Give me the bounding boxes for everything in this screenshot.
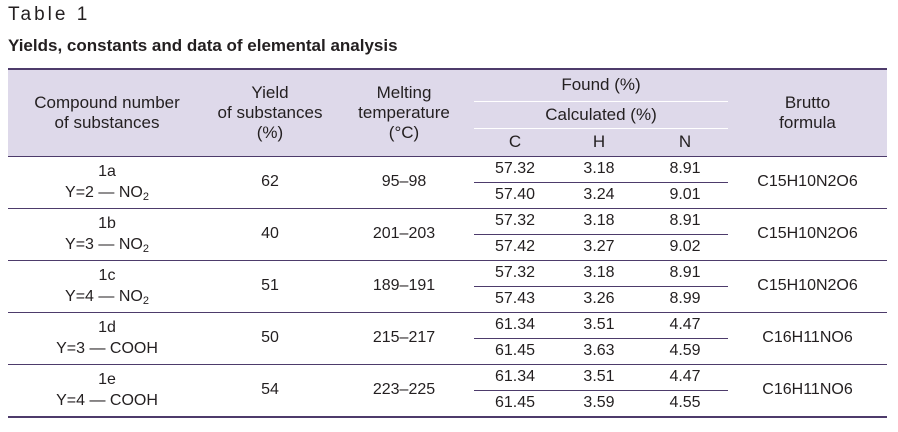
found-c-cell: 57.32: [474, 259, 556, 286]
table-container: Compound number of substances Yield of sub…: [8, 68, 888, 418]
calculated-n-cell: 4.55: [642, 389, 729, 418]
formula-cell: C15H10N2O6: [728, 207, 888, 260]
header-yield: Yield of substances (%): [206, 68, 334, 156]
header-calculated: Calculated (%): [474, 101, 729, 129]
found-c-cell: 57.32: [474, 207, 556, 234]
table-row: 57.40 3.24 9.01: [8, 181, 887, 208]
formula-cell: C16H11NO6: [728, 311, 888, 364]
found-n-cell: 8.91: [642, 207, 729, 234]
calculated-h-cell: 3.26: [556, 285, 642, 312]
table-row: 57.42 3.27 9.02: [8, 233, 887, 260]
compound-cell: 1d Y=3 — COOH: [8, 311, 206, 364]
table-title: Yields, constants and data of elemental …: [8, 36, 398, 55]
calculated-h-cell: 3.27: [556, 233, 642, 260]
found-n-cell: 8.91: [642, 259, 729, 286]
table-label: Table 1: [8, 4, 91, 25]
calculated-n-cell: 9.01: [642, 181, 729, 208]
found-h-cell: 3.18: [556, 155, 642, 182]
compound-number: 1e: [98, 371, 116, 388]
calculated-h-cell: 3.59: [556, 389, 642, 418]
found-c-cell: 57.32: [474, 155, 556, 182]
table-row: 61.45 3.59 4.55: [8, 389, 887, 418]
formula-cell: C15H10N2O6: [728, 155, 888, 208]
calculated-c-cell: 61.45: [474, 389, 556, 418]
found-n-cell: 4.47: [642, 363, 729, 390]
compound-number: 1d: [98, 319, 116, 336]
compound-cell: 1a Y=2 — NO2: [8, 155, 206, 208]
table-row: 1e Y=4 — COOH 54 223–225 61.34 3.51 4.47 C16H11…: [8, 363, 888, 418]
table-body: 1a Y=2 — NO2 62 95–98 57.32 3.18 8.91 C15H10N2O…: [8, 155, 888, 418]
table-header: Compound number of substances Yield of sub…: [8, 68, 888, 156]
found-h-cell: 3.18: [556, 259, 642, 286]
formula-cell: C16H11NO6: [728, 363, 888, 418]
found-n-cell: 8.91: [642, 155, 729, 182]
yield-cell: 54: [206, 363, 334, 418]
calculated-n-cell: 9.02: [642, 233, 729, 260]
calculated-n-cell: 8.99: [642, 285, 729, 312]
table-row: 1c Y=4 — NO2 51 189–191 57.32 3.18 8.91 C15H10N…: [8, 259, 888, 312]
header-c: C: [474, 128, 556, 156]
data-table: Compound number of substances Yield of sub…: [8, 68, 888, 418]
melting-cell: 189–191: [334, 259, 474, 312]
found-h-cell: 3.51: [556, 311, 642, 338]
header-n: N: [642, 128, 729, 156]
header-compound: Compound number of substances: [8, 68, 206, 156]
compound-substituent: Y=4 — COOH: [56, 392, 158, 409]
header-melting: Melting temperature (°C): [334, 68, 474, 156]
table-row: 1d Y=3 — COOH 50 215–217 61.34 3.51 4.47 C16H11…: [8, 311, 888, 364]
calculated-h-cell: 3.24: [556, 181, 642, 208]
compound-cell: 1e Y=4 — COOH: [8, 363, 206, 418]
compound-number: 1a: [98, 163, 116, 180]
calculated-c-cell: 61.45: [474, 337, 556, 364]
compound-cell: 1b Y=3 — NO2: [8, 207, 206, 260]
found-h-cell: 3.51: [556, 363, 642, 390]
yield-cell: 50: [206, 311, 334, 364]
yield-cell: 51: [206, 259, 334, 312]
calculated-h-cell: 3.63: [556, 337, 642, 364]
compound-substituent: Y=3 — NO2: [65, 236, 149, 255]
compound-number: 1b: [98, 215, 116, 232]
found-n-cell: 4.47: [642, 311, 729, 338]
compound-substituent: Y=3 — COOH: [56, 340, 158, 357]
calculated-c-cell: 57.43: [474, 285, 556, 312]
yield-cell: 62: [206, 155, 334, 208]
compound-substituent: Y=4 — NO2: [65, 288, 149, 307]
compound-substituent: Y=2 — NO2: [65, 184, 149, 203]
yield-cell: 40: [206, 207, 334, 260]
compound-number: 1c: [98, 267, 116, 284]
table-row: 57.43 3.26 8.99: [8, 285, 887, 312]
table-row: 1b Y=3 — NO2 40 201–203 57.32 3.18 8.91 C15H10N…: [8, 207, 888, 260]
header-h: H: [556, 128, 642, 156]
found-c-cell: 61.34: [474, 311, 556, 338]
compound-cell: 1c Y=4 — NO2: [8, 259, 206, 312]
calculated-n-cell: 4.59: [642, 337, 729, 364]
melting-cell: 95–98: [334, 155, 474, 208]
header-found: Found (%): [474, 68, 729, 102]
melting-cell: 215–217: [334, 311, 474, 364]
found-c-cell: 61.34: [474, 363, 556, 390]
found-h-cell: 3.18: [556, 207, 642, 234]
table-row: 1a Y=2 — NO2 62 95–98 57.32 3.18 8.91 C15H10N2O…: [8, 155, 888, 208]
calculated-c-cell: 57.40: [474, 181, 556, 208]
melting-cell: 223–225: [334, 363, 474, 418]
calculated-c-cell: 57.42: [474, 233, 556, 260]
table-row: 61.45 3.63 4.59: [8, 337, 887, 364]
formula-cell: C15H10N2O6: [728, 259, 888, 312]
melting-cell: 201–203: [334, 207, 474, 260]
header-brutto: Brutto formula: [728, 68, 888, 156]
